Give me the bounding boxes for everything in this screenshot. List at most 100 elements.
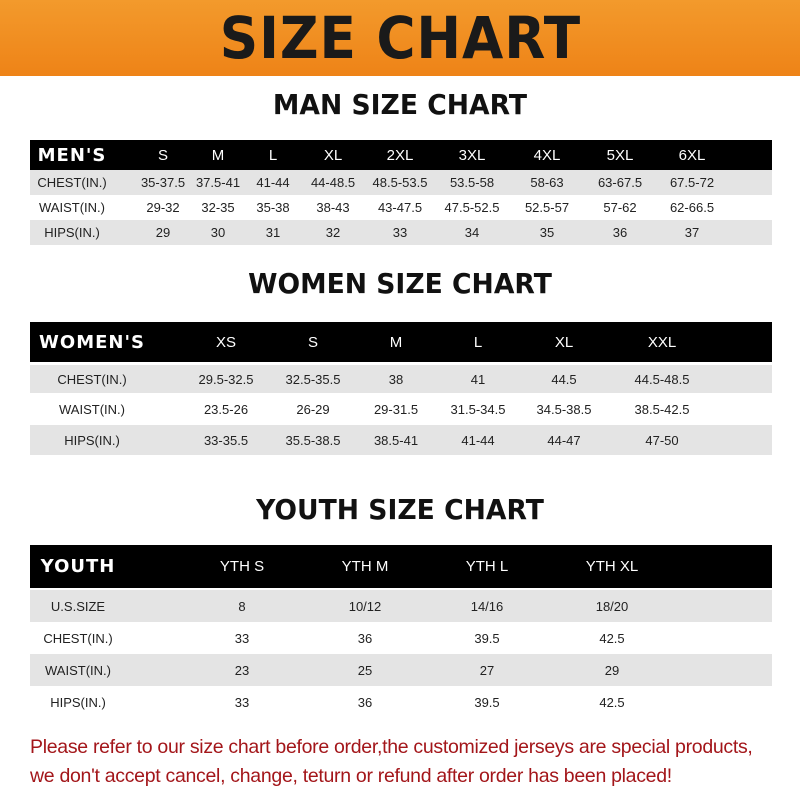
table-cell: 38.5-42.5 (634, 401, 690, 417)
row-label: WAIST(IN.) (59, 401, 125, 417)
table-cell: 8 (238, 598, 246, 614)
table-cell: 29-32 (146, 200, 180, 215)
size-header: XL (323, 146, 343, 164)
table-cell: 43-47.5 (377, 200, 423, 215)
table-cell: 25 (357, 662, 373, 678)
size-header: L (473, 333, 483, 351)
size-header: M (389, 333, 403, 351)
table-cell: 58-63 (530, 175, 564, 190)
size-header: S (307, 333, 319, 351)
table-cell: 30 (210, 225, 226, 240)
table-row: U.S.SIZE 8 10/12 14/16 18/20 (30, 590, 772, 622)
table-label: MEN'S (37, 144, 107, 166)
table-row: HIPS(IN.) 33 36 39.5 42.5 (30, 686, 772, 718)
table-cell: 41-44 (256, 175, 290, 190)
order-notice: Please refer to our size chart before or… (30, 733, 790, 791)
row-label: CHEST(IN.) (57, 371, 127, 387)
table-cell: 23 (234, 662, 250, 678)
table-cell: 14/16 (470, 598, 504, 614)
table-row: WAIST(IN.) 29-32 32-35 35-38 38-43 43-47.5 47.… (30, 195, 772, 220)
table-cell: 44.5-48.5 (634, 371, 690, 387)
row-label: HIPS(IN.) (64, 432, 120, 448)
notice-line-2: we don't accept cancel, change, teturn o… (30, 765, 672, 787)
header-row: YOUTH YTH S YTH M YTH L YTH XL (30, 545, 772, 588)
table-cell: 32-35 (201, 200, 235, 215)
table-cell: 29 (155, 225, 171, 240)
table-cell: 32 (325, 225, 341, 240)
table-row: HIPS(IN.) 33-35.5 35.5-38.5 38.5-41 41-44 44-… (30, 425, 772, 455)
table-cell: 67.5-72 (669, 175, 715, 190)
table-cell: 37.5-41 (195, 175, 241, 190)
table-cell: 33 (234, 630, 250, 646)
banner-title: SIZE CHART (219, 4, 581, 72)
table-row: CHEST(IN.) 35-37.5 37.5-41 41-44 44-48.5 48.5… (30, 170, 772, 195)
table-cell: 38.5-41 (373, 432, 419, 448)
table-cell: 35 (539, 225, 555, 240)
row-label: CHEST(IN.) (37, 175, 107, 190)
size-header: L (268, 146, 278, 164)
table-cell: 36 (357, 694, 373, 710)
table-cell: 47.5-52.5 (444, 200, 500, 215)
size-header: XS (215, 333, 237, 351)
table-cell: 47-50 (645, 432, 679, 448)
row-label: HIPS(IN.) (50, 694, 106, 710)
table-label: WOMEN'S (39, 331, 145, 353)
table-cell: 36 (357, 630, 373, 646)
notice-line-1: Please refer to our size chart before or… (30, 736, 753, 758)
size-header: S (157, 146, 169, 164)
row-label: CHEST(IN.) (43, 630, 113, 646)
table-cell: 44-48.5 (310, 175, 356, 190)
women-title: WOMEN SIZE CHART (248, 267, 552, 300)
table-cell: 38 (388, 371, 404, 387)
size-header: 3XL (458, 146, 486, 164)
banner: SIZE CHART (0, 0, 800, 76)
table-cell: 23.5-26 (203, 401, 249, 417)
table-cell: 42.5 (599, 694, 625, 710)
table-cell: 53.5-58 (449, 175, 495, 190)
table-cell: 29-31.5 (373, 401, 419, 417)
table-cell: 37 (684, 225, 700, 240)
table-cell: 31.5-34.5 (450, 401, 506, 417)
table-row: CHEST(IN.) 33 36 39.5 42.5 (30, 622, 772, 654)
table-cell: 31 (265, 225, 281, 240)
table-cell: 34.5-38.5 (536, 401, 592, 417)
table-cell: 34 (464, 225, 480, 240)
table-cell: 52.5-57 (524, 200, 570, 215)
table-row: WAIST(IN.) 23 25 27 29 (30, 654, 772, 686)
table-cell: 33-35.5 (203, 432, 249, 448)
table-cell: 35-38 (256, 200, 290, 215)
men-title: MAN SIZE CHART (272, 88, 528, 121)
table-row: HIPS(IN.) 29 30 31 32 33 34 35 36 37 (30, 220, 772, 245)
header-row: WOMEN'S XS S M L XL XXL (30, 322, 772, 362)
table-cell: 44-47 (547, 432, 581, 448)
table-cell: 48.5-53.5 (372, 175, 428, 190)
size-header: XXL (647, 333, 677, 351)
table-cell: 29 (604, 662, 620, 678)
header-row: MEN'S S M L XL 2XL 3XL 4XL 5XL 6XL (30, 140, 772, 170)
table-cell: 26-29 (296, 401, 330, 417)
table-cell: 57-62 (603, 200, 637, 215)
size-header: 2XL (386, 146, 414, 164)
size-header: YTH M (341, 558, 389, 575)
table-cell: 33 (392, 225, 408, 240)
table-label: YOUTH (40, 556, 116, 577)
table-cell: 39.5 (474, 630, 500, 646)
size-header: M (211, 146, 225, 164)
table-row: CHEST(IN.) 29.5-32.5 32.5-35.5 38 41 44.5 44.5… (30, 365, 772, 393)
table-cell: 38-43 (316, 200, 350, 215)
size-header: XL (554, 333, 574, 351)
table-cell: 33 (234, 694, 250, 710)
size-header: YTH L (465, 558, 509, 575)
table-cell: 32.5-35.5 (285, 371, 341, 387)
table-cell: 44.5 (551, 371, 577, 387)
size-header: 4XL (533, 146, 561, 164)
size-header: 6XL (678, 146, 706, 164)
row-label: WAIST(IN.) (39, 200, 105, 215)
size-header: YTH S (219, 558, 265, 575)
table-cell: 62-66.5 (669, 200, 715, 215)
table-cell: 36 (612, 225, 628, 240)
table-cell: 27 (479, 662, 495, 678)
table-cell: 41 (470, 371, 486, 387)
table-cell: 42.5 (599, 630, 625, 646)
row-label: WAIST(IN.) (45, 662, 111, 678)
